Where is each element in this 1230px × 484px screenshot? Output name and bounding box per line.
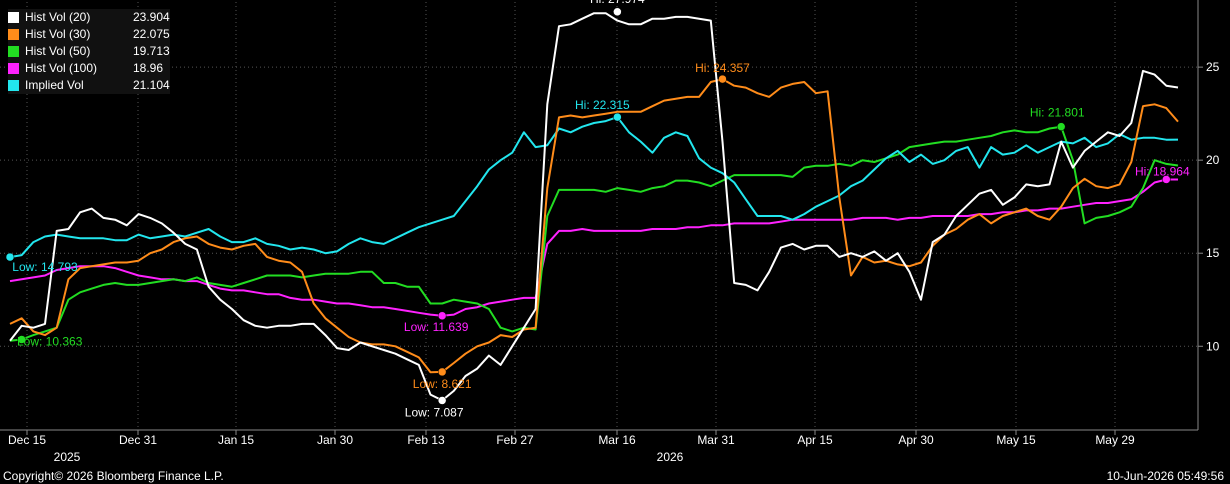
legend-value: 21.104: [133, 78, 170, 92]
year-label: 2025: [54, 450, 81, 464]
y-tick-label: 15: [1206, 246, 1220, 260]
timestamp-text: 10-Jun-2026 05:49:56: [1106, 469, 1224, 483]
annotation-marker: [1056, 122, 1066, 131]
annotation-marker: [613, 112, 622, 122]
x-tick-label: Mar 31: [697, 433, 735, 447]
annotation-label: Hi: 22.315: [575, 98, 630, 112]
annotation-marker: [613, 7, 622, 17]
annotation-label: Low: 11.639: [404, 320, 469, 334]
legend-label: Hist Vol (30): [25, 27, 91, 41]
x-tick-label: May 29: [1095, 433, 1135, 447]
series-line: [9, 116, 1179, 259]
x-tick-label: Jan 15: [218, 433, 254, 447]
annotation-label: Hi: 18.964: [1135, 164, 1190, 178]
annotation-label: Hi: 24.357: [695, 61, 750, 75]
legend-item-hv30: Hist Vol (30) 22.075: [8, 26, 170, 43]
y-tick-label: 10: [1206, 339, 1220, 353]
chart-legend: Hist Vol (20) 23.904 Hist Vol (30) 22.07…: [8, 9, 170, 94]
y-tick-label: 20: [1206, 153, 1220, 167]
legend-label: Hist Vol (20): [25, 10, 91, 24]
legend-label: Hist Vol (50): [25, 44, 91, 58]
annotation-marker: [437, 311, 447, 321]
annotation-marker: [437, 367, 447, 377]
legend-item-hv20: Hist Vol (20) 23.904: [8, 9, 170, 26]
legend-label: Implied Vol: [25, 78, 84, 92]
annotation-label: Low: 14.793: [12, 260, 78, 274]
legend-swatch: [8, 63, 19, 74]
annotation-label: Low: 8.621: [413, 377, 472, 391]
annotation-label: Hi: 21.801: [1030, 106, 1085, 120]
x-tick-label: Apr 30: [898, 433, 934, 447]
legend-value: 19.713: [133, 44, 170, 58]
legend-item-hv50: Hist Vol (50) 19.713: [8, 43, 170, 60]
x-tick-label: Apr 15: [797, 433, 833, 447]
legend-value: 22.075: [133, 27, 170, 41]
series-line: [9, 178, 1178, 317]
legend-swatch: [8, 46, 19, 57]
series-line: [9, 78, 1179, 374]
annotation-marker: [718, 74, 727, 84]
copyright-text: Copyright© 2026 Bloomberg Finance L.P.: [3, 469, 224, 483]
x-tick-label: May 15: [996, 433, 1036, 447]
legend-item-hv100: Hist Vol (100) 18.96: [8, 60, 170, 77]
annotation-marker: [5, 252, 15, 262]
annotation-label: Low: 10.363: [17, 335, 83, 349]
series-line: [9, 125, 1179, 342]
x-tick-label: Feb 13: [407, 433, 445, 447]
x-tick-label: Dec 31: [119, 433, 157, 447]
annotation-marker: [17, 335, 26, 344]
legend-swatch: [8, 29, 19, 40]
year-label: 2026: [657, 450, 684, 464]
y-tick-label: 25: [1206, 60, 1220, 74]
annotation-label: Hi: 27.974: [590, 0, 645, 6]
legend-label: Hist Vol (100): [25, 61, 98, 75]
annotation-marker: [437, 396, 447, 405]
legend-item-implied: Implied Vol 21.104: [8, 77, 170, 94]
legend-swatch: [8, 12, 19, 23]
x-tick-label: Jan 30: [317, 433, 353, 447]
annotation-label: Low: 7.087: [405, 405, 464, 419]
legend-value: 23.904: [133, 10, 170, 24]
x-tick-label: Feb 27: [496, 433, 534, 447]
legend-swatch: [8, 80, 19, 91]
x-tick-label: Mar 16: [598, 433, 636, 447]
series-line: [9, 12, 1179, 402]
annotation-marker: [1162, 175, 1171, 184]
x-tick-label: Dec 15: [8, 433, 46, 447]
legend-value: 18.96: [133, 61, 164, 75]
